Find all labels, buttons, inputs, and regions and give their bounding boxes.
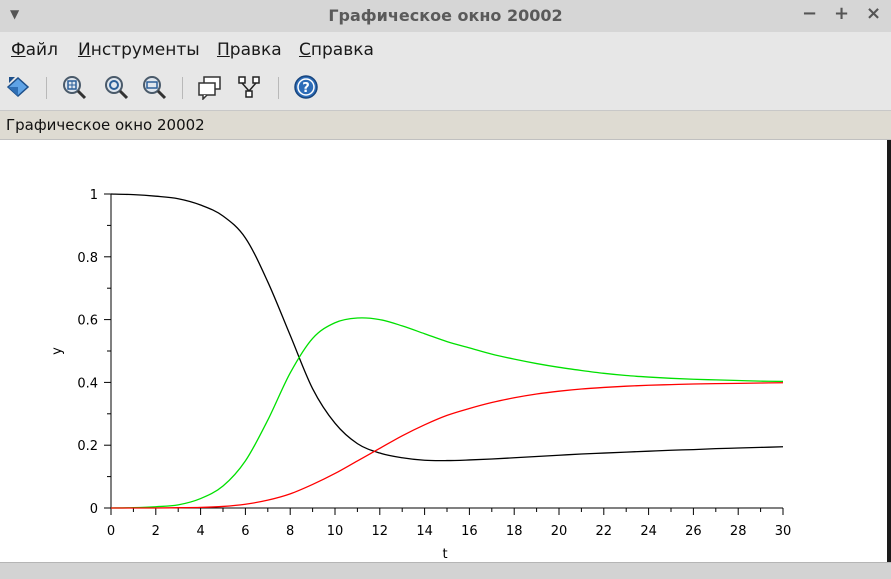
y-axis-label: y [50, 347, 65, 355]
menu-help[interactable]: Справка [299, 40, 374, 60]
bottom-status-bar [0, 562, 891, 579]
window-edge [887, 140, 891, 562]
info-bar: Графическое окно 20002 [0, 111, 891, 140]
series-line-2 [110, 317, 784, 509]
series-line-3 [111, 382, 784, 509]
menu-edit[interactable]: Правка [217, 40, 282, 60]
x-tick-label: 6 [241, 524, 249, 539]
maximize-button[interactable]: + [834, 3, 850, 24]
menu-edit-accel: П [217, 40, 230, 60]
y-tick-label: 0 [90, 502, 98, 517]
line-chart[interactable]: 0 2 4 6 8 10 12 14 16 18 20 22 24 26 28 3000.20.40.60.8… [0, 140, 887, 562]
y-tick-label: 0.4 [77, 376, 98, 391]
x-tick-label: 4 [196, 524, 204, 539]
svg-text:?: ? [302, 81, 310, 96]
datatip-icon[interactable] [197, 74, 223, 100]
x-tick-label: 28 [730, 524, 747, 539]
y-tick-label: 1 [90, 188, 98, 203]
x-tick-label: 12 [372, 524, 389, 539]
close-button[interactable]: × [866, 3, 882, 24]
menu-bar: Файл Инструменты Правка Справка [0, 32, 891, 66]
title-bar: ▼ Графическое окно 20002 − + × [0, 0, 891, 32]
y-tick-label: 0.8 [77, 251, 98, 266]
x-tick-label: 18 [506, 524, 523, 539]
x-tick-label: 20 [551, 524, 568, 539]
x-tick-label: 8 [286, 524, 294, 539]
x-tick-label: 16 [461, 524, 478, 539]
plot-canvas[interactable]: 0 2 4 6 8 10 12 14 16 18 20 22 24 26 28 30 0 0.2 0.4 0.6 0.8… [0, 140, 887, 562]
menu-tools-accel: И [78, 40, 91, 60]
zoom-in-icon[interactable] [61, 74, 87, 100]
window-menu-icon[interactable]: ▼ [10, 7, 20, 21]
series-line-1 [110, 193, 784, 462]
info-bar-text: Графическое окно 20002 [6, 116, 205, 134]
edit-curve-icon[interactable] [236, 74, 262, 100]
zoom-out-icon[interactable] [141, 74, 167, 100]
x-tick-label: 22 [596, 524, 613, 539]
x-axis-label: t [442, 547, 447, 562]
menu-tools-label: нструменты [90, 40, 200, 60]
menu-tools[interactable]: Инструменты [78, 40, 200, 60]
toolbar-separator [46, 77, 47, 99]
x-tick-label: 0 [107, 524, 115, 539]
zoom-original-icon[interactable] [103, 74, 129, 100]
x-tick-label: 24 [640, 524, 657, 539]
menu-help-accel: С [299, 40, 311, 60]
toolbar-separator [182, 77, 183, 99]
window-title: Графическое окно 20002 [328, 6, 563, 25]
y-tick-label: 0.2 [77, 439, 98, 454]
menu-file-accel: Ф [11, 40, 26, 60]
menu-help-label: правка [310, 40, 374, 60]
menu-file-label: айл [25, 40, 58, 60]
menu-edit-label: равка [229, 40, 282, 60]
rotate-icon[interactable] [5, 74, 31, 100]
menu-file[interactable]: Файл [11, 40, 58, 60]
toolbar-separator [278, 77, 279, 99]
help-icon[interactable]: ? [293, 74, 319, 100]
y-tick-label: 0.6 [77, 314, 98, 329]
x-tick-label: 10 [327, 524, 344, 539]
x-tick-label: 2 [152, 524, 160, 539]
minimize-button[interactable]: − [802, 3, 818, 24]
x-tick-label: 30 [775, 524, 792, 539]
x-tick-label: 14 [416, 524, 433, 539]
toolbar: ? [0, 66, 891, 111]
x-tick-label: 26 [685, 524, 702, 539]
